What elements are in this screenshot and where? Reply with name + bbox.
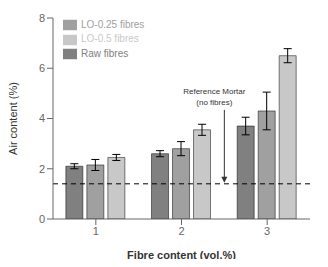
svg-text:4: 4 bbox=[39, 112, 45, 124]
svg-text:8: 8 bbox=[39, 12, 45, 24]
svg-text:0: 0 bbox=[39, 213, 45, 225]
html-text:LO-0.25 fibres: LO-0.25 fibres bbox=[81, 19, 145, 30]
svg-text:1: 1 bbox=[93, 225, 99, 237]
svg-text:6: 6 bbox=[39, 62, 45, 74]
html-text:LO-0.5 fibres: LO-0.5 fibres bbox=[81, 33, 139, 45]
svg-text:2: 2 bbox=[178, 225, 184, 237]
svg-text:3: 3 bbox=[264, 225, 270, 237]
svg-text:Air content (%): Air content (%) bbox=[8, 82, 19, 155]
svg-text:Reference Mortar(no fibres): Reference Mortar(no fibres) bbox=[183, 87, 246, 107]
svg-text:2: 2 bbox=[39, 163, 45, 175]
html-text:Raw fibres: Raw fibres bbox=[81, 47, 129, 59]
svg-text:Fibre content (vol.%): Fibre content (vol.%) bbox=[127, 249, 236, 259]
